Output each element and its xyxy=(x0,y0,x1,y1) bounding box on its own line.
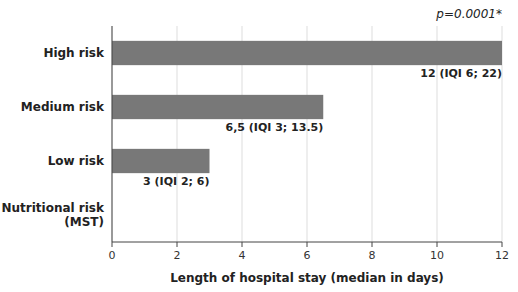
grid xyxy=(112,26,502,242)
x-tick xyxy=(437,242,438,247)
x-tick-label: 0 xyxy=(109,249,116,262)
y-tick-label: Nutritional risk(MST) xyxy=(1,201,105,229)
x-tick-label: 4 xyxy=(239,249,246,262)
data-label: 12 (IQI 6; 22) xyxy=(420,67,502,80)
y-tick-label: Low risk xyxy=(48,154,105,168)
annotation: p=0.0001* xyxy=(435,7,502,21)
x-tick-label: 2 xyxy=(174,249,181,262)
chart: 3 (IQI 2; 6) 6,5 (IQI 3; 13.5) 12 (IQI 6; … xyxy=(0,0,518,292)
chart-container: 3 (IQI 2; 6) 6,5 (IQI 3; 13.5) 12 (IQI 6; … xyxy=(0,0,518,292)
bar xyxy=(112,41,502,65)
bar xyxy=(112,95,323,119)
x-tick xyxy=(307,242,308,247)
x-tick xyxy=(372,242,373,247)
x-tick-label: 10 xyxy=(430,249,444,262)
x-tick xyxy=(242,242,243,247)
x-tick-label: 12 xyxy=(495,249,509,262)
x-axis-label: Length of hospital stay (median in days) xyxy=(170,271,444,285)
grid-line xyxy=(112,26,113,242)
y-axis: Nutritional risk(MST) Low risk Medium risk… xyxy=(1,26,112,242)
data-labels: 3 (IQI 2; 6) 6,5 (IQI 3; 13.5) 12 (IQI 6; … xyxy=(143,67,502,188)
x-axis: 0 2 4 6 8 10 12 xyxy=(109,242,510,262)
x-tick xyxy=(502,242,503,247)
x-tick-label: 8 xyxy=(369,249,376,262)
y-tick-label: Medium risk xyxy=(21,100,105,114)
y-axis-line xyxy=(112,26,113,242)
y-tick-label: High risk xyxy=(43,46,105,60)
bar xyxy=(112,149,210,173)
data-label: 6,5 (IQI 3; 13.5) xyxy=(225,121,323,134)
x-tick-label: 6 xyxy=(304,249,311,262)
x-tick xyxy=(177,242,178,247)
bars xyxy=(112,41,502,173)
data-label: 3 (IQI 2; 6) xyxy=(143,175,209,188)
x-tick xyxy=(112,242,113,247)
